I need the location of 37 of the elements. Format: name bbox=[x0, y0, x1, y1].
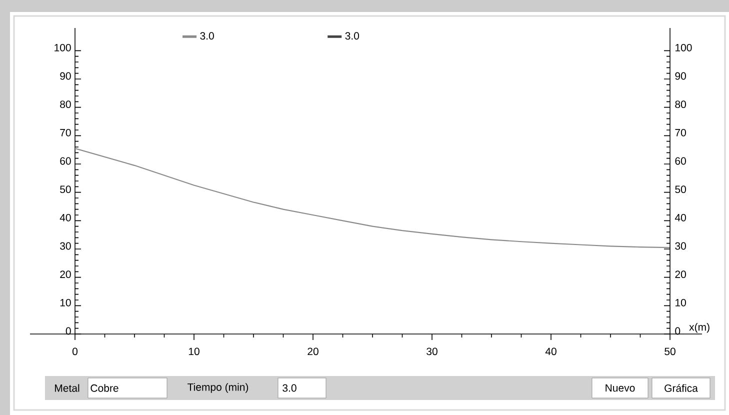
y2-tick-label: 20 bbox=[675, 270, 686, 278]
text: Cobre bbox=[90, 384, 118, 392]
y-tick-label: 0 bbox=[66, 327, 71, 335]
x-tick-label: 20 bbox=[308, 348, 318, 356]
y2-tick-label: 90 bbox=[675, 72, 686, 80]
y2-tick-label: 80 bbox=[675, 100, 686, 108]
y2-tick-label: 60 bbox=[675, 157, 686, 165]
text: Metal bbox=[55, 384, 80, 392]
x-tick-label: 40 bbox=[545, 348, 556, 356]
y-tick-label: 50 bbox=[60, 186, 71, 194]
text: Gráfica bbox=[664, 384, 698, 392]
y-tick-label: 60 bbox=[60, 157, 71, 165]
y-tick-label: 40 bbox=[60, 214, 71, 222]
legend-label: 3.0 bbox=[345, 32, 360, 40]
text: 3.0 bbox=[282, 384, 296, 392]
x-tick-label: 30 bbox=[426, 348, 438, 356]
y-tick-label: 30 bbox=[60, 242, 71, 250]
x-tick-label: 0 bbox=[72, 348, 78, 356]
y2-tick-label: 70 bbox=[675, 128, 686, 136]
y-tick-label: 80 bbox=[60, 100, 71, 108]
y2-tick-label: 30 bbox=[675, 242, 686, 250]
y-tick-label: 90 bbox=[60, 72, 71, 80]
x-axis-title: x(m) bbox=[689, 323, 710, 333]
y-tick-label: 10 bbox=[60, 298, 71, 306]
y2-tick-label: 0 bbox=[675, 327, 680, 335]
x-tick-label: 10 bbox=[188, 348, 200, 356]
legend-label: 3.0 bbox=[200, 32, 214, 40]
text: Tiempo (min) bbox=[188, 383, 248, 393]
y2-tick-label: 100 bbox=[676, 44, 692, 52]
y2-tick-label: 40 bbox=[674, 214, 686, 222]
x-tick-label: 50 bbox=[664, 348, 676, 356]
y2-tick-label: 10 bbox=[676, 298, 686, 306]
y2-tick-label: 50 bbox=[675, 186, 686, 194]
y-tick-label: 70 bbox=[60, 128, 71, 136]
y-tick-label: 20 bbox=[60, 270, 71, 278]
y-tick-label: 100 bbox=[54, 44, 71, 52]
text: Nuevo bbox=[606, 384, 635, 392]
